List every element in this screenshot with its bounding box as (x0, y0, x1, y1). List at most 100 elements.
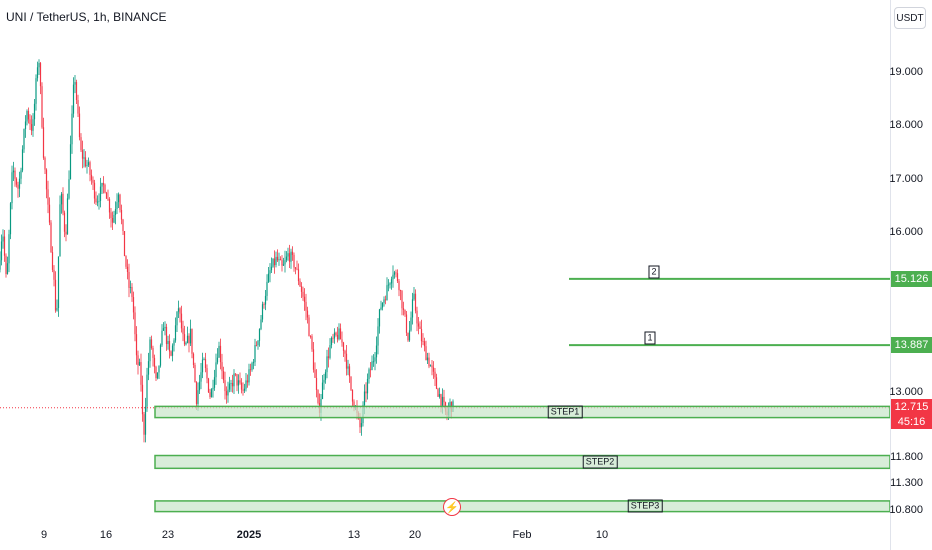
candle-body (14, 170, 16, 179)
candle-body (330, 337, 333, 346)
candle-body (164, 326, 166, 329)
candle-body (245, 380, 247, 389)
candle-body (210, 389, 213, 398)
candle-body (39, 63, 42, 87)
candle-body (62, 193, 64, 213)
candle-body (239, 380, 241, 383)
x-tick-label: 16 (99, 529, 113, 541)
candle-body (429, 365, 432, 367)
x-tick-label: 23 (161, 529, 175, 541)
candle-body (140, 362, 142, 385)
candle-body (30, 124, 33, 131)
candle-body (77, 100, 79, 114)
candle-body (255, 345, 258, 346)
candle-body (195, 382, 198, 404)
candle-body (347, 366, 349, 369)
candle-body (231, 382, 234, 387)
x-tick-label: 2025 (236, 529, 262, 541)
candle-body (443, 396, 445, 403)
candle-body (407, 332, 409, 341)
candle-body (359, 417, 361, 428)
candle-body (269, 270, 271, 274)
price-chart[interactable] (0, 0, 890, 550)
candle-body (315, 377, 318, 390)
candle-body (285, 256, 288, 261)
candle-body (23, 128, 25, 150)
candle-body (80, 137, 82, 151)
candle-body (369, 369, 372, 371)
candle-body (314, 369, 316, 378)
candle-body (222, 371, 225, 381)
y-tick-label: 13.000 (889, 386, 923, 399)
candle-body (198, 381, 201, 391)
candle-body (371, 361, 373, 371)
candle-body (92, 179, 94, 183)
candle-body (248, 369, 250, 383)
candle-body (173, 340, 175, 346)
candle-body (251, 363, 253, 370)
x-tick-label: 20 (408, 529, 422, 541)
candle-body (191, 328, 193, 354)
currency-button[interactable]: USDT (894, 7, 926, 29)
candle-body (167, 341, 169, 345)
candle-body (192, 353, 195, 365)
candle-body (114, 209, 117, 215)
candle-body (8, 234, 10, 264)
candle-body (161, 330, 163, 346)
candle-body (27, 110, 30, 120)
x-tick-label: 13 (347, 529, 361, 541)
candle-body (149, 339, 151, 362)
candle-body (216, 357, 219, 363)
candle-body (290, 251, 292, 262)
candle-body (440, 394, 442, 406)
candle-body (108, 199, 111, 213)
candle-body (20, 170, 22, 179)
level-label-1: 1 (644, 331, 656, 345)
candle-body (117, 194, 120, 203)
candle-body (425, 346, 427, 361)
level-price-tag-2: 15.126 (891, 270, 932, 287)
candle-body (243, 388, 246, 391)
flash-icon[interactable]: ⚡ (443, 498, 461, 516)
candle-body (413, 293, 415, 300)
candle-body (137, 355, 139, 366)
candle-body (18, 178, 21, 189)
candle-body (312, 349, 315, 370)
candle-body (363, 391, 366, 406)
candle-body (353, 401, 355, 408)
candle-body (90, 174, 93, 180)
candle-body (180, 313, 183, 329)
candle-body (105, 192, 108, 199)
candle-body (422, 341, 424, 342)
candle-body (297, 269, 300, 282)
candle-body (87, 162, 90, 166)
candle-body (389, 283, 391, 285)
candle-body (99, 186, 102, 201)
y-tick-label: 10.800 (889, 504, 923, 516)
candle-body (264, 295, 267, 305)
candle-body (287, 253, 289, 257)
candle-body (6, 263, 9, 275)
candle-body (306, 310, 309, 318)
candle-body (408, 330, 411, 341)
candle-body (48, 204, 51, 223)
last-price-tag: 12.715 (891, 398, 932, 415)
y-tick-label: 11.800 (890, 450, 923, 463)
candle-body (119, 194, 121, 210)
candle-body (24, 121, 27, 129)
candle-body (308, 317, 310, 337)
candle-body (233, 373, 235, 387)
candle-body (86, 165, 88, 167)
candle-body (375, 345, 378, 358)
candle-body (258, 329, 261, 341)
candle-body (156, 372, 159, 379)
candle-body (81, 150, 84, 159)
candle-body (360, 423, 363, 428)
y-tick-label: 16.000 (889, 226, 923, 239)
candle-body (378, 309, 381, 327)
candle-body (393, 272, 396, 275)
candle-body (237, 380, 240, 386)
candle-body (417, 323, 420, 327)
candle-body (147, 361, 150, 375)
candles-group (0, 59, 454, 443)
